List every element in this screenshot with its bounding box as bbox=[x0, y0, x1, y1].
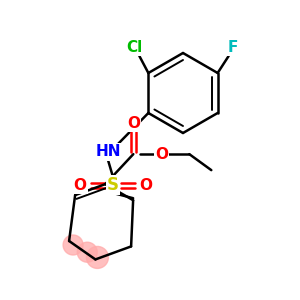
Text: F: F bbox=[227, 40, 238, 55]
Text: S: S bbox=[107, 176, 119, 194]
Text: O: O bbox=[74, 178, 86, 193]
Text: O: O bbox=[155, 147, 168, 162]
Circle shape bbox=[77, 242, 97, 262]
Text: O: O bbox=[127, 116, 140, 130]
Text: Cl: Cl bbox=[126, 40, 142, 55]
Circle shape bbox=[63, 235, 83, 255]
Circle shape bbox=[86, 246, 108, 268]
Text: HN: HN bbox=[95, 145, 121, 160]
Text: O: O bbox=[140, 178, 152, 193]
